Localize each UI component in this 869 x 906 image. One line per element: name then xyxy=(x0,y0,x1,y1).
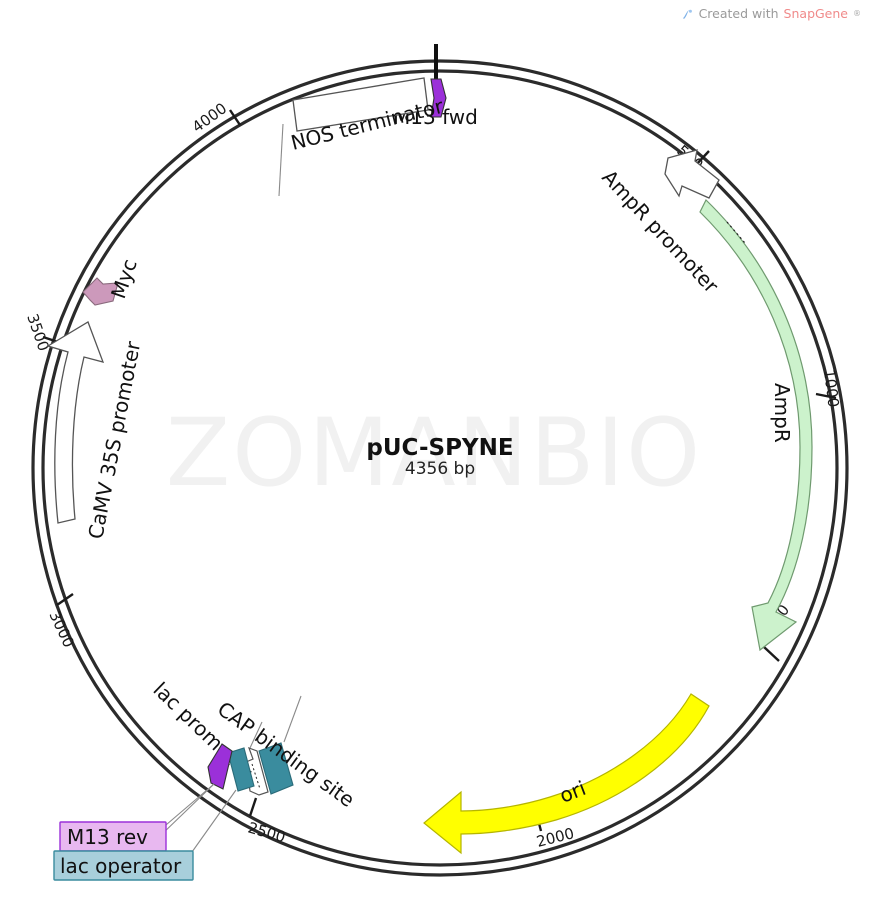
tick-1000: 1000 xyxy=(815,368,843,408)
tick-label-1000: 1000 xyxy=(820,368,843,408)
boxed-label-text-lac-operator: lac operator xyxy=(60,854,182,878)
plasmid-length: 4356 bp xyxy=(405,459,475,479)
plasmid-backbone xyxy=(31,59,849,877)
credit-brand-snap: SnapGene xyxy=(783,5,848,21)
tick-label-2500: 2500 xyxy=(246,819,288,847)
feature-ampr[interactable]: AmpR xyxy=(699,198,813,652)
boxed-label-m13-rev[interactable]: M13 rev xyxy=(59,821,167,852)
feature-camv-35s-promoter[interactable]: CaMV 35S promoter xyxy=(46,321,145,541)
feature-label-myc: Myc xyxy=(106,256,142,302)
tick-label-3500: 3500 xyxy=(23,311,52,353)
plasmid-name: pUC-SPYNE xyxy=(366,435,513,461)
feature-label-ampr: AmpR xyxy=(770,383,794,443)
boxed-label-text-m13-rev: M13 rev xyxy=(67,825,148,849)
credit-prefix: Created with xyxy=(698,5,779,21)
tick-label-3000: 3000 xyxy=(45,608,77,650)
boxed-label-lac-operator[interactable]: lac operator xyxy=(53,850,194,881)
feature-ampr-promoter[interactable]: AmpR promoter xyxy=(597,149,724,298)
feature-lac-operator[interactable] xyxy=(191,747,255,853)
center-label: pUC-SPYNE 4356 bp xyxy=(366,435,513,479)
snapgene-credit: Created with SnapGene ® xyxy=(681,0,861,26)
feature-label-camv-35s-promoter: CaMV 35S promoter xyxy=(83,338,145,540)
credit-registered: ® xyxy=(853,8,861,18)
watermark-zomanbio: ZOMANBIO xyxy=(166,399,702,508)
snapgene-logo-icon xyxy=(681,8,694,21)
tick-2500: 2500 xyxy=(246,797,288,847)
